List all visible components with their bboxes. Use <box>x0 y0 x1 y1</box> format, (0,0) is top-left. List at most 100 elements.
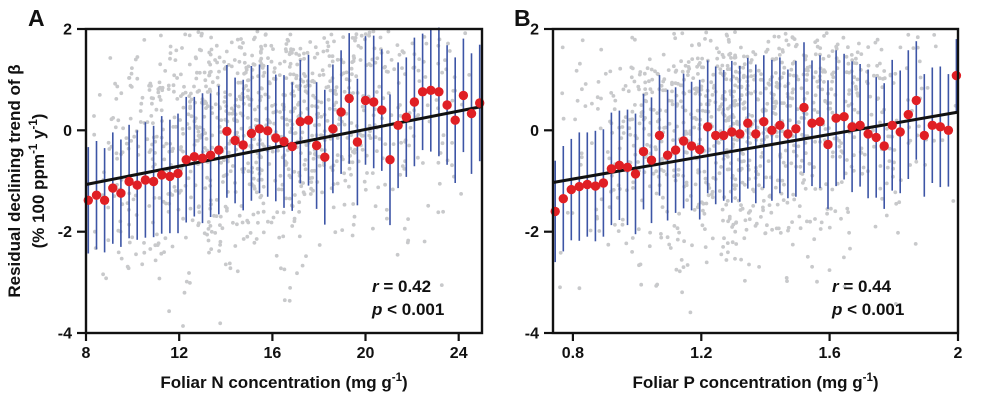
scatter-point <box>217 69 221 74</box>
scatter-point <box>842 255 846 260</box>
scatter-point <box>208 70 212 75</box>
scatter-point <box>327 106 332 111</box>
scatter-point <box>753 224 758 228</box>
scatter-point <box>284 42 289 46</box>
scatter-point <box>732 183 737 188</box>
scatter-point <box>801 181 805 185</box>
scatter-point <box>733 69 738 74</box>
scatter-point <box>703 227 707 232</box>
binned-mean-point <box>807 118 817 128</box>
scatter-point <box>846 61 851 66</box>
binned-mean-point <box>686 141 697 151</box>
scatter-point <box>204 137 209 141</box>
scatter-point <box>679 59 683 64</box>
scatter-point <box>147 204 152 208</box>
scatter-point <box>245 218 250 223</box>
scatter-point <box>170 193 175 197</box>
scatter-point <box>824 31 829 35</box>
scatter-point <box>700 108 705 113</box>
binned-mean-point <box>91 190 102 200</box>
scatter-point <box>317 163 322 168</box>
scatter-point <box>655 71 660 76</box>
scatter-point <box>583 82 588 86</box>
scatter-point <box>416 113 421 117</box>
binned-mean-point <box>344 93 354 104</box>
scatter-point <box>266 56 270 60</box>
scatter-point <box>823 127 828 131</box>
binned-mean-point <box>132 180 142 190</box>
panel-a: 8 12 16 20 24 2 0 -2 -4 Foliar N concentration (m… <box>5 5 485 392</box>
scatter-point <box>188 99 192 104</box>
scatter-point <box>358 58 363 62</box>
scatter-point <box>354 32 359 37</box>
scatter-point <box>351 222 356 227</box>
scatter-point <box>349 121 354 125</box>
scatter-point <box>197 47 202 52</box>
scatter-point <box>239 37 243 41</box>
panel-b-chart: 0.8 1.2 1.6 2 2 0 -2 -4 Foliar P concentration (… <box>514 5 963 392</box>
scatter-point <box>451 88 456 93</box>
scatter-point <box>172 89 176 94</box>
scatter-point <box>350 72 354 77</box>
scatter-point <box>288 118 292 123</box>
binned-mean-point <box>614 160 625 170</box>
scatter-point <box>125 264 130 269</box>
scatter-point <box>317 154 321 159</box>
scatter-point <box>197 70 202 75</box>
scatter-point <box>370 171 375 176</box>
scatter-point <box>288 72 293 77</box>
scatter-point <box>398 103 402 107</box>
scatter-point <box>808 219 812 224</box>
scatter-point <box>845 158 849 162</box>
scatter-point <box>755 97 760 101</box>
scatter-point <box>384 207 389 212</box>
scatter-point <box>277 73 282 77</box>
scatter-point <box>829 206 833 211</box>
scatter-point <box>810 264 814 269</box>
binned-mean-point <box>895 127 905 137</box>
scatter-point <box>580 87 584 92</box>
scatter-point <box>325 119 330 123</box>
scatter-point <box>142 241 146 245</box>
scatter-point <box>918 75 923 80</box>
y-axis-title-line1: Residual declining trend of β <box>5 64 24 297</box>
scatter-point <box>711 86 716 90</box>
x-tick-label: 16 <box>264 345 282 362</box>
scatter-point <box>311 93 315 98</box>
scatter-point <box>719 165 723 169</box>
scatter-point <box>275 210 280 215</box>
scatter-point <box>636 227 641 232</box>
scatter-point <box>97 93 102 97</box>
scatter-point <box>440 141 445 146</box>
scatter-point <box>815 79 820 84</box>
scatter-point <box>303 74 308 78</box>
scatter-point <box>226 63 231 67</box>
scatter-point <box>575 98 580 103</box>
scatter-point <box>286 167 291 172</box>
scatter-point <box>925 86 930 90</box>
scatter-point <box>395 43 400 47</box>
binned-mean-point <box>246 128 257 139</box>
scatter-point <box>218 223 222 228</box>
scatter-point <box>247 182 252 187</box>
scatter-point <box>197 88 202 93</box>
scatter-point <box>776 34 781 39</box>
scatter-point <box>163 236 168 241</box>
scatter-point <box>733 256 737 261</box>
scatter-point <box>813 187 818 191</box>
scatter-point <box>243 70 248 75</box>
scatter-point <box>261 201 266 206</box>
scatter-point <box>692 87 697 91</box>
scatter-point <box>277 235 282 240</box>
scatter-point <box>367 123 372 128</box>
scatter-point <box>688 310 693 315</box>
scatter-point <box>831 70 836 75</box>
scatter-point <box>114 97 119 101</box>
scatter-point <box>368 129 372 134</box>
scatter-point <box>92 114 96 118</box>
scatter-point <box>302 192 307 197</box>
scatter-point <box>400 66 404 70</box>
binned-mean-point <box>352 137 363 147</box>
scatter-point <box>715 56 720 61</box>
scatter-point <box>292 131 297 136</box>
